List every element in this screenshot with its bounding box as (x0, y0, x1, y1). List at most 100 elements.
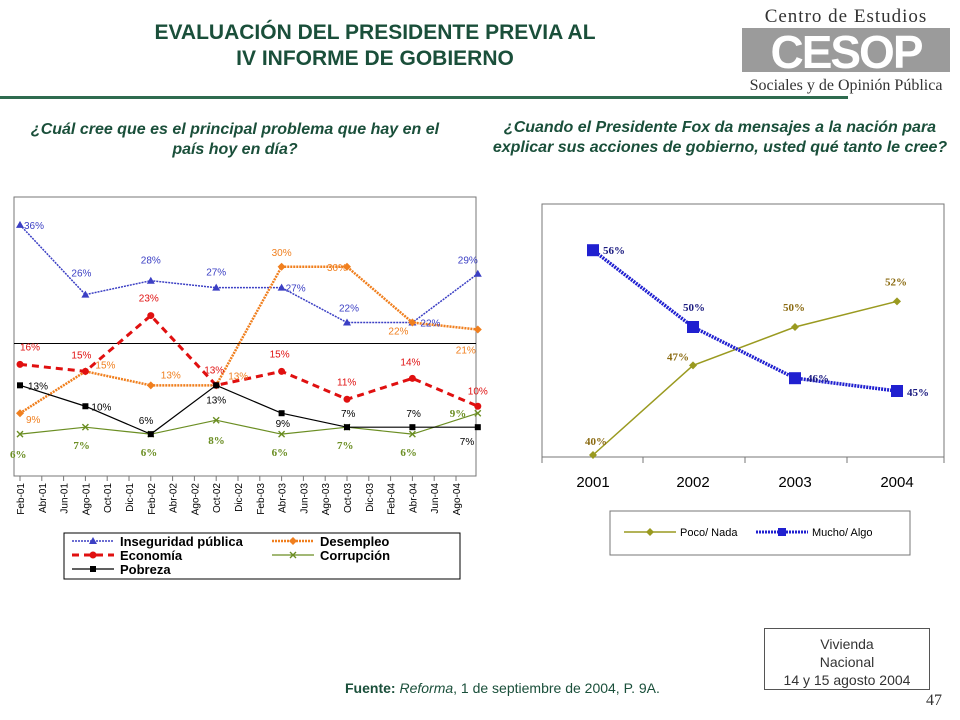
x-tick-label: Abr-01 (38, 483, 49, 513)
data-point-pobreza (213, 382, 220, 389)
data-label-inseguridad: 27% (286, 284, 306, 295)
x-tick-label: Ago-03 (321, 483, 332, 516)
header-rule (0, 96, 848, 99)
legend-box-left (63, 532, 461, 580)
legend-marker-pobreza (90, 566, 96, 572)
data-point-inseguridad (473, 269, 482, 277)
survey-note: Vivienda Nacional 14 y 15 agosto 2004 (764, 628, 930, 690)
data-label-pobreza: 6% (139, 416, 154, 427)
source-publication: Reforma (399, 680, 454, 696)
data-label-poco_nada: 40% (585, 436, 607, 448)
legend-marker-desempleo (289, 537, 297, 545)
data-label-desempleo: 21% (456, 346, 476, 357)
x-tick-label: 2004 (880, 474, 913, 491)
data-label-desempleo: 13% (161, 370, 181, 381)
x-tick-label: Ago-04 (452, 483, 463, 516)
data-label-economia: 10% (468, 386, 488, 397)
data-point-inseguridad (146, 276, 155, 284)
data-label-pobreza: 10% (91, 402, 111, 413)
data-point-corrupcion (408, 430, 416, 438)
data-label-desempleo: 13% (228, 371, 248, 382)
data-point-pobreza (344, 424, 350, 431)
data-label-mucho_algo: 56% (603, 245, 625, 257)
data-point-desempleo (16, 409, 24, 418)
data-point-pobreza (82, 403, 89, 410)
legend-marker-economia (89, 551, 97, 559)
legend-label-corrupcion: Corrupción (320, 548, 390, 563)
x-tick-label: Abr-03 (278, 483, 289, 513)
data-label-corrupcion: 8% (208, 435, 225, 447)
legend-label-desempleo: Desempleo (320, 534, 389, 549)
legend-marker-corrupcion (289, 551, 297, 559)
data-point-pobreza (474, 424, 481, 431)
legend-label-economia: Economía (120, 548, 183, 563)
x-tick-label: Ago-01 (81, 483, 92, 516)
data-point-economia (147, 312, 155, 320)
legend-marker-poco_nada (646, 528, 654, 536)
data-label-inseguridad: 27% (206, 268, 226, 279)
data-label-corrupcion: 6% (272, 447, 289, 459)
x-tick-label: Ago-02 (190, 483, 201, 516)
x-tick-label: Jun-03 (299, 483, 310, 514)
title-line-1: EVALUACIÓN DEL PRESIDENTE PREVIA AL (154, 21, 596, 44)
data-label-corrupcion: 6% (400, 447, 417, 459)
series-line-corrupcion (19, 412, 478, 435)
data-label-poco_nada: 50% (783, 302, 805, 314)
data-label-pobreza: 7% (406, 409, 421, 420)
cesop-logo: Centro de Estudios CESOP Sociales y de O… (742, 6, 950, 94)
data-label-corrupcion: 6% (141, 447, 158, 459)
data-point-economia (474, 402, 482, 410)
x-tick-label: Feb-04 (387, 483, 398, 515)
data-label-inseguridad: 22% (339, 304, 359, 315)
data-point-economia (343, 395, 351, 403)
x-tick-label: Dic-01 (125, 483, 136, 512)
x-tick-label: Feb-01 (16, 483, 27, 515)
legend-marker-mucho_algo (778, 528, 786, 536)
data-point-mucho_algo (891, 385, 903, 397)
data-point-economia (278, 367, 286, 375)
plot-frame-left (13, 196, 477, 477)
plot-frame-right (541, 203, 945, 458)
data-point-corrupcion (474, 409, 482, 417)
data-label-economia: 13% (204, 365, 224, 376)
data-label-desempleo: 22% (388, 327, 408, 338)
data-point-inseguridad (277, 283, 286, 291)
logo-line-1: Centro de Estudios (765, 6, 928, 27)
data-point-poco_nada (589, 451, 597, 459)
data-label-pobreza: 13% (28, 381, 48, 392)
data-point-pobreza (278, 410, 285, 417)
note-line-3: 14 y 15 agosto 2004 (783, 672, 911, 688)
x-tick-label: 2003 (778, 474, 811, 491)
series-line-inseguridad (19, 224, 479, 324)
data-label-inseguridad: 36% (24, 221, 44, 232)
data-label-desempleo: 30% (272, 248, 292, 259)
page-title: EVALUACIÓN DEL PRESIDENTE PREVIA AL IV I… (100, 20, 650, 72)
legend-label-pobreza: Pobreza (120, 562, 171, 577)
x-tick-label: Jun-04 (430, 483, 441, 514)
data-point-corrupcion (16, 430, 24, 438)
source-label: Fuente: (345, 680, 396, 696)
data-point-desempleo (408, 318, 417, 327)
data-point-mucho_algo (789, 372, 801, 385)
data-point-poco_nada (689, 361, 697, 370)
series-line-poco_nada (592, 300, 898, 456)
note-line-2: Nacional (819, 654, 875, 670)
source-note: Fuente: Reforma, 1 de septiembre de 2004… (345, 680, 660, 696)
data-label-economia: 23% (139, 294, 159, 305)
data-label-mucho_algo: 46% (807, 373, 829, 385)
legend-label-mucho_algo: Mucho/ Algo (812, 527, 873, 539)
data-point-economia (16, 360, 24, 368)
x-tick-label: Feb-02 (147, 483, 158, 515)
data-label-poco_nada: 52% (885, 276, 907, 288)
x-tick-label: Jun-01 (60, 483, 71, 514)
data-point-inseguridad (212, 283, 221, 291)
data-point-economia (408, 374, 416, 382)
data-point-desempleo (473, 325, 482, 334)
data-label-inseguridad: 26% (71, 269, 91, 280)
logo-line-2: Sociales y de Opinión Pública (750, 77, 943, 94)
x-tick-label: Dic-03 (365, 483, 376, 512)
data-label-corrupcion: 7% (73, 440, 90, 452)
series-line-desempleo (19, 265, 478, 415)
